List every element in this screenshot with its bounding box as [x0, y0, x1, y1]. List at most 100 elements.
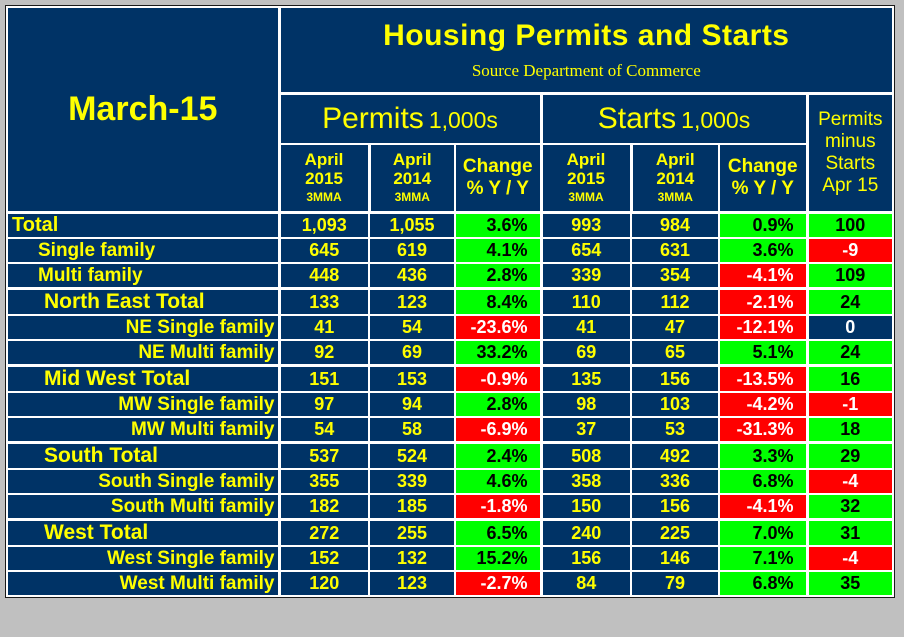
permits-2014-cell: 1,055	[368, 211, 456, 239]
permits-2014-cell: 58	[368, 416, 456, 444]
permits-minus-starts-cell: -1	[805, 391, 895, 418]
table-row: MW Single family 97 94 2.8% 98 103 -4.2%…	[6, 391, 895, 418]
permits-minus-starts-cell: 31	[805, 518, 895, 547]
permits-change-cell: -0.9%	[454, 364, 542, 393]
permits-minus-starts-cell: 109	[805, 262, 895, 290]
permits-apr2015-header: April 2015 3MMA	[277, 143, 370, 214]
permits-change-cell: 33.2%	[454, 339, 542, 367]
row-label-cell: West Multi family	[6, 570, 280, 597]
col-line-3mma: 3MMA	[394, 189, 430, 204]
permits-2014-cell: 436	[368, 262, 456, 290]
starts-2014-cell: 984	[630, 211, 720, 239]
row-label-cell: West Total	[6, 518, 280, 547]
header-row-groups: Permits 1,000s Starts 1,000s Permits min…	[7, 92, 895, 214]
starts-2014-cell: 156	[630, 364, 720, 393]
col-line-3mma: 3MMA	[568, 189, 604, 204]
col-line: April	[566, 149, 606, 169]
permits-group-unit: 1,000s	[428, 107, 498, 133]
permits-2015-cell: 448	[277, 262, 370, 290]
table-row: MW Multi family 54 58 -6.9% 37 53 -31.3%…	[6, 416, 895, 444]
title-cell: Housing Permits and Starts Source Depart…	[277, 6, 895, 95]
permits-change-cell: 4.6%	[454, 468, 542, 495]
source-caption: Source Department of Commerce	[471, 61, 701, 80]
pms-line4: Apr 15	[822, 175, 879, 196]
col-line: 2015	[305, 168, 343, 188]
starts-2015-cell: 339	[539, 262, 632, 290]
table-row: South Total 537 524 2.4% 508 492 3.3% 29	[6, 441, 895, 470]
permits-minus-starts-cell: 24	[805, 287, 895, 316]
starts-2015-cell: 135	[539, 364, 632, 393]
starts-2015-cell: 654	[539, 237, 632, 264]
starts-2014-cell: 156	[630, 493, 720, 521]
permits-2015-cell: 54	[277, 416, 370, 444]
permits-change-cell: 2.8%	[454, 262, 542, 290]
permits-2014-cell: 339	[368, 468, 456, 495]
permits-2015-cell: 151	[277, 364, 370, 393]
permits-2015-cell: 537	[277, 441, 370, 470]
permits-2014-cell: 255	[368, 518, 456, 547]
permits-change-cell: 3.6%	[454, 211, 542, 239]
table-row: South Single family 355 339 4.6% 358 336…	[6, 468, 895, 495]
row-label-cell: MW Multi family	[6, 416, 280, 444]
row-label-cell: West Single family	[6, 545, 280, 572]
permits-change-cell: -1.8%	[454, 493, 542, 521]
pms-line2: minus	[824, 131, 876, 152]
starts-2014-cell: 146	[630, 545, 720, 572]
col-line: Change	[727, 156, 798, 177]
permits-change-cell: 2.8%	[454, 391, 542, 418]
permits-minus-starts-header: Permits minus Starts Apr 15	[805, 92, 895, 214]
permits-minus-starts-cell: 35	[805, 570, 895, 597]
starts-2014-cell: 103	[630, 391, 720, 418]
row-label-cell: NE Multi family	[6, 339, 280, 367]
starts-2014-cell: 47	[630, 314, 720, 341]
row-label-cell: Multi family	[6, 262, 280, 290]
permits-2014-cell: 619	[368, 237, 456, 264]
table-row: NE Multi family 92 69 33.2% 69 65 5.1% 2…	[6, 339, 895, 367]
permits-2014-cell: 123	[368, 570, 456, 597]
row-label-cell: Total	[6, 211, 280, 239]
permits-2015-cell: 41	[277, 314, 370, 341]
permits-2015-cell: 92	[277, 339, 370, 367]
table-row: South Multi family 182 185 -1.8% 150 156…	[6, 493, 895, 521]
starts-change-cell: -2.1%	[718, 287, 808, 316]
col-line: 2014	[656, 168, 695, 188]
starts-change-cell: 6.8%	[718, 570, 808, 597]
starts-apr2015-header: April 2015 3MMA	[539, 143, 632, 214]
permits-minus-starts-cell: -4	[805, 468, 895, 495]
permits-minus-starts-cell: 32	[805, 493, 895, 521]
permits-2015-cell: 645	[277, 237, 370, 264]
permits-2014-cell: 54	[368, 314, 456, 341]
permits-2014-cell: 153	[368, 364, 456, 393]
starts-2014-cell: 79	[630, 570, 720, 597]
starts-change-cell: 7.1%	[718, 545, 808, 572]
permits-change-cell: 8.4%	[454, 287, 542, 316]
permits-minus-starts-cell: 24	[805, 339, 895, 367]
starts-2015-cell: 156	[539, 545, 632, 572]
starts-apr2014-header: April 2014 3MMA	[629, 143, 720, 214]
starts-change-cell: 3.3%	[718, 441, 808, 470]
starts-2015-cell: 41	[539, 314, 632, 341]
header-row-title: March-15 Housing Permits and Starts Sour…	[6, 6, 895, 214]
starts-change-cell: -4.1%	[718, 262, 808, 290]
starts-change-cell: 0.9%	[718, 211, 808, 239]
permits-2015-cell: 182	[277, 493, 370, 521]
col-line: % Y / Y	[466, 178, 529, 199]
permits-2015-cell: 133	[277, 287, 370, 316]
permits-minus-starts-cell: 100	[805, 211, 895, 239]
starts-change-cell: -31.3%	[718, 416, 808, 444]
table-row: NE Single family 41 54 -23.6% 41 47 -12.…	[6, 314, 895, 341]
starts-group-header: Starts 1,000s	[539, 92, 808, 145]
permits-change-cell: 6.5%	[454, 518, 542, 547]
starts-group-label: Starts	[597, 102, 677, 135]
col-line: April	[304, 149, 344, 169]
starts-2014-cell: 53	[630, 416, 720, 444]
col-line: 2014	[393, 168, 432, 188]
row-label-cell: North East Total	[6, 287, 280, 316]
permits-apr2014-header: April 2014 3MMA	[367, 143, 456, 214]
table-row: Single family 645 619 4.1% 654 631 3.6% …	[6, 237, 895, 264]
table-row: West Total 272 255 6.5% 240 225 7.0% 31	[6, 518, 895, 547]
col-line: April	[655, 149, 695, 169]
starts-2014-cell: 631	[630, 237, 720, 264]
col-line: April	[392, 149, 432, 169]
permits-change-header: Change % Y / Y	[454, 143, 542, 214]
